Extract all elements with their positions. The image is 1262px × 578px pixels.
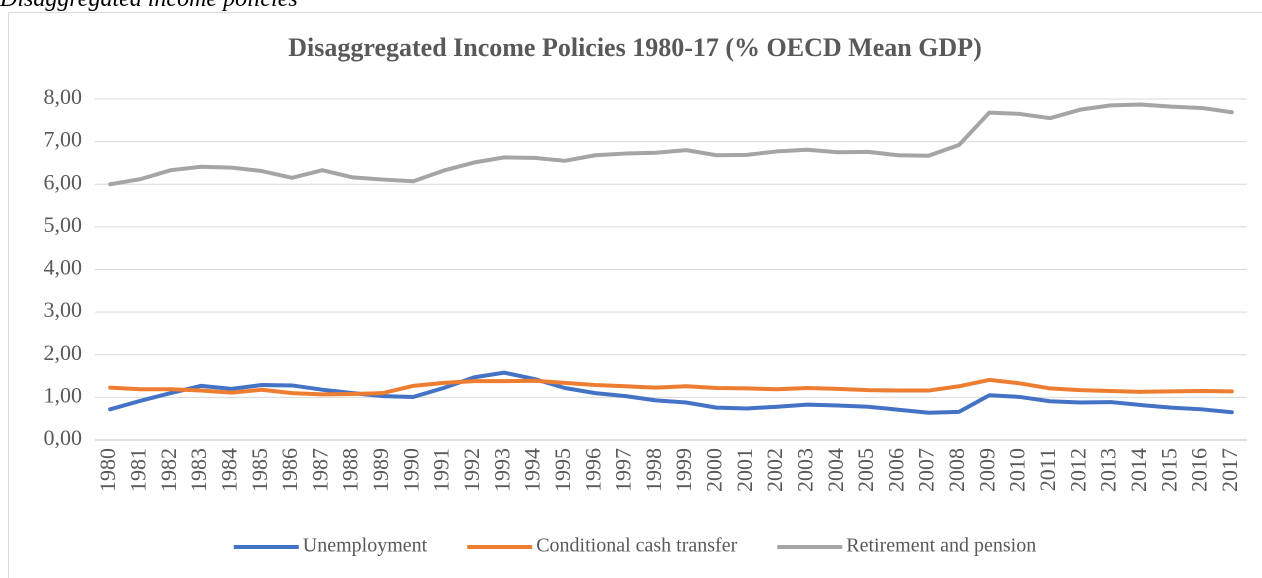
x-tick-label: 2008 bbox=[944, 448, 969, 492]
x-tick-label: 1980 bbox=[95, 448, 120, 492]
x-tick-label: 1999 bbox=[671, 448, 696, 492]
x-tick-label: 2013 bbox=[1096, 448, 1121, 492]
y-tick-label: 2,00 bbox=[44, 340, 83, 365]
y-tick-label: 3,00 bbox=[44, 297, 83, 322]
y-tick-label: 1,00 bbox=[44, 382, 83, 407]
x-tick-label: 1990 bbox=[398, 448, 423, 492]
x-tick-label: 2016 bbox=[1187, 448, 1212, 492]
caption: Disaggregated income policies bbox=[0, 0, 298, 12]
chart-border bbox=[8, 12, 1262, 578]
y-tick-label: 4,00 bbox=[44, 255, 83, 280]
x-tick-label: 2006 bbox=[883, 448, 908, 492]
x-tick-label: 1988 bbox=[338, 448, 363, 492]
series-line bbox=[108, 102, 1234, 187]
legend-label: Conditional cash transfer bbox=[536, 535, 737, 557]
x-tick-label: 1985 bbox=[247, 448, 272, 492]
x-tick-label: 1984 bbox=[216, 448, 241, 492]
legend-label: Unemployment bbox=[303, 535, 428, 557]
x-tick-label: 1989 bbox=[368, 448, 393, 492]
x-tick-label: 1996 bbox=[580, 448, 605, 492]
x-tick-label: 1994 bbox=[520, 448, 545, 492]
x-tick-label: 2012 bbox=[1065, 448, 1090, 492]
series-line bbox=[108, 377, 1234, 397]
x-tick-label: 2007 bbox=[914, 448, 939, 492]
x-tick-label: 1982 bbox=[156, 448, 181, 492]
legend: Unemployment Conditional cash transfer Ret… bbox=[233, 535, 1036, 557]
x-tick-label: 2001 bbox=[732, 448, 757, 492]
x-tick-label: 1998 bbox=[641, 448, 666, 492]
chart-title: Disaggregated Income Policies 1980-17 (%… bbox=[288, 33, 981, 62]
x-tick-label: 1995 bbox=[550, 448, 575, 492]
x-tick-label: 1992 bbox=[459, 448, 484, 492]
x-tick-label: 2004 bbox=[823, 448, 848, 492]
x-tick-label: 1981 bbox=[126, 448, 151, 492]
x-tick-label: 2000 bbox=[702, 448, 727, 492]
x-tick-label: 1993 bbox=[489, 448, 514, 492]
legend-label: Retirement and pension bbox=[846, 535, 1036, 557]
y-tick-label: 8,00 bbox=[44, 84, 83, 109]
x-tick-label: 1997 bbox=[611, 448, 636, 492]
x-tick-label: 2014 bbox=[1126, 448, 1151, 492]
series-line bbox=[108, 370, 1234, 415]
y-tick-label: 7,00 bbox=[44, 127, 83, 152]
y-tick-label: 0,00 bbox=[44, 425, 83, 450]
x-tick-label: 2009 bbox=[974, 448, 999, 492]
x-tick-label: 2003 bbox=[792, 448, 817, 492]
x-tick-label: 2011 bbox=[1035, 448, 1060, 491]
x-tick-label: 2002 bbox=[762, 448, 787, 492]
x-tick-label: 2015 bbox=[1156, 448, 1181, 492]
x-tick-label: 2005 bbox=[853, 448, 878, 492]
x-tick-label: 2010 bbox=[1005, 448, 1030, 492]
x-tick-label: 1987 bbox=[307, 448, 332, 492]
x-tick-label: 1986 bbox=[277, 448, 302, 492]
x-tick-label: 1991 bbox=[429, 448, 454, 492]
y-tick-label: 6,00 bbox=[44, 169, 83, 194]
y-tick-label: 5,00 bbox=[44, 212, 83, 237]
x-tick-label: 2017 bbox=[1217, 448, 1242, 492]
x-tick-label: 1983 bbox=[186, 448, 211, 492]
